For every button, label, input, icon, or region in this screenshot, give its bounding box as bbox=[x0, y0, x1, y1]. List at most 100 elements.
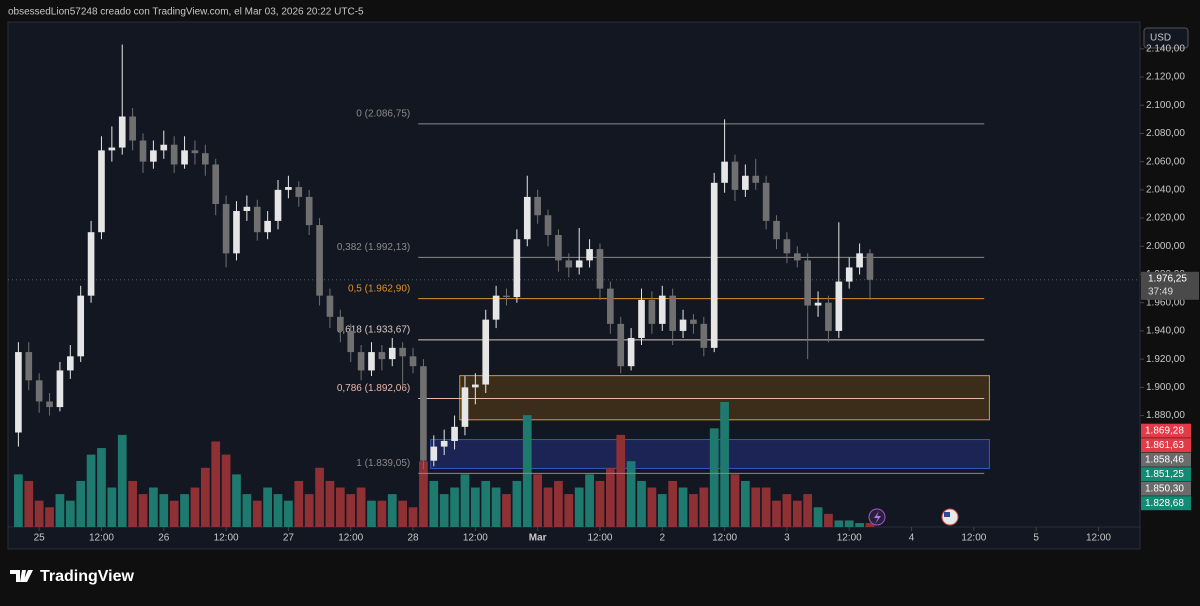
y-tick-label: 2.060,00 bbox=[1146, 156, 1185, 167]
volume-bar bbox=[678, 487, 688, 527]
candle-body bbox=[150, 150, 157, 162]
candle-body bbox=[201, 153, 209, 165]
candle-body bbox=[835, 281, 843, 331]
x-tick-label: 12:00 bbox=[463, 533, 488, 544]
candle-body bbox=[191, 150, 199, 154]
currency[interactable]: USD bbox=[1150, 33, 1171, 44]
price-tag-label: 1.861,63 bbox=[1145, 440, 1184, 451]
volume-bar bbox=[190, 487, 200, 527]
volume-bar bbox=[668, 480, 678, 527]
candle-body bbox=[388, 347, 396, 360]
price-tag bbox=[1141, 452, 1191, 467]
candle-body bbox=[607, 288, 614, 324]
candle-body bbox=[430, 446, 438, 461]
volume-bar bbox=[86, 454, 96, 527]
candle-body bbox=[160, 144, 168, 151]
candle-body bbox=[357, 352, 365, 371]
candle-body bbox=[596, 249, 604, 289]
candle-body bbox=[181, 150, 188, 165]
volume-bar bbox=[512, 480, 522, 527]
volume-bar bbox=[637, 480, 646, 527]
volume-bar bbox=[138, 494, 148, 527]
candle-body bbox=[544, 215, 552, 236]
volume-bar bbox=[335, 487, 345, 527]
candle-body bbox=[762, 182, 770, 221]
volume-bar bbox=[14, 474, 23, 527]
candle-body bbox=[648, 299, 656, 324]
header: obsessedLion57248 creado con TradingView… bbox=[8, 7, 364, 18]
volume-bar bbox=[55, 494, 65, 527]
volume-bar bbox=[751, 487, 761, 527]
x-tick-label: 28 bbox=[407, 533, 419, 544]
y-tick-label: 2.100,00 bbox=[1146, 100, 1185, 111]
candle-body bbox=[575, 260, 583, 268]
volume-bar bbox=[626, 461, 636, 527]
volume-bar bbox=[657, 494, 667, 527]
candle-body bbox=[461, 387, 469, 427]
currency-button[interactable] bbox=[1143, 27, 1189, 49]
volume-bar bbox=[844, 520, 854, 527]
event-icon-bolt bbox=[874, 511, 881, 524]
candle-body bbox=[721, 161, 728, 183]
price-tag-label: 1.850,30 bbox=[1145, 483, 1184, 494]
candle-body bbox=[139, 140, 147, 162]
volume-bar bbox=[252, 500, 262, 527]
volume-bar bbox=[45, 507, 54, 527]
volume-bar bbox=[325, 480, 335, 527]
candle-body bbox=[627, 337, 635, 367]
candle-body bbox=[866, 253, 874, 280]
candle-body bbox=[710, 182, 718, 348]
volume-bar bbox=[294, 480, 304, 527]
volume-bar bbox=[720, 402, 729, 527]
fib-label: 0 (2.086,75) bbox=[356, 109, 410, 120]
candle-body bbox=[638, 299, 645, 338]
volume-bar bbox=[273, 494, 283, 527]
candle-body bbox=[399, 347, 406, 357]
candle-body bbox=[451, 426, 458, 441]
candle-body bbox=[305, 196, 313, 226]
y-tick-label: 2.120,00 bbox=[1146, 72, 1185, 83]
volume-bar bbox=[605, 467, 615, 527]
volume-bar bbox=[740, 480, 750, 527]
volume-bar bbox=[149, 487, 158, 527]
candle-body bbox=[378, 352, 386, 360]
candle-body bbox=[752, 175, 760, 183]
y-tick-label: 2.140,00 bbox=[1146, 43, 1185, 54]
volume-bar bbox=[647, 487, 657, 527]
candle-body bbox=[617, 323, 625, 367]
volume-bar bbox=[97, 448, 106, 527]
price-tag bbox=[1141, 438, 1191, 453]
candle-body bbox=[253, 206, 261, 233]
candle-body bbox=[347, 330, 355, 353]
volume-bar bbox=[585, 474, 594, 527]
volume-bar bbox=[263, 487, 272, 527]
candle-body bbox=[523, 196, 531, 240]
candle-body bbox=[77, 295, 85, 357]
volume-bar bbox=[730, 474, 740, 527]
volume-bar bbox=[439, 494, 449, 527]
volume-bar bbox=[533, 474, 543, 527]
candle-body bbox=[15, 352, 22, 433]
volume-bar bbox=[107, 487, 117, 527]
volume-bar bbox=[211, 441, 221, 527]
volume-bar bbox=[315, 467, 324, 527]
volume-bar bbox=[481, 480, 491, 527]
candle-body bbox=[326, 295, 334, 317]
volume-bar bbox=[813, 507, 823, 527]
x-tick-label: 12:00 bbox=[338, 533, 363, 544]
price-tag bbox=[1141, 481, 1191, 496]
candle-body bbox=[25, 352, 33, 381]
candle-body bbox=[669, 295, 676, 331]
volume-bar bbox=[792, 500, 802, 527]
volume-bar bbox=[772, 500, 781, 527]
volume-bar bbox=[367, 500, 376, 527]
y-tick-label: 2.020,00 bbox=[1146, 213, 1185, 224]
price-tag-label: 1.851,25 bbox=[1145, 469, 1184, 480]
volume-bar bbox=[398, 500, 408, 527]
y-tick-label: 2.000,00 bbox=[1146, 241, 1185, 252]
candle-body bbox=[814, 302, 822, 306]
volume-bar bbox=[408, 507, 418, 527]
y-tick-label: 1.960,00 bbox=[1146, 297, 1185, 308]
volume-bar bbox=[595, 480, 605, 527]
volume-bar bbox=[387, 494, 397, 527]
